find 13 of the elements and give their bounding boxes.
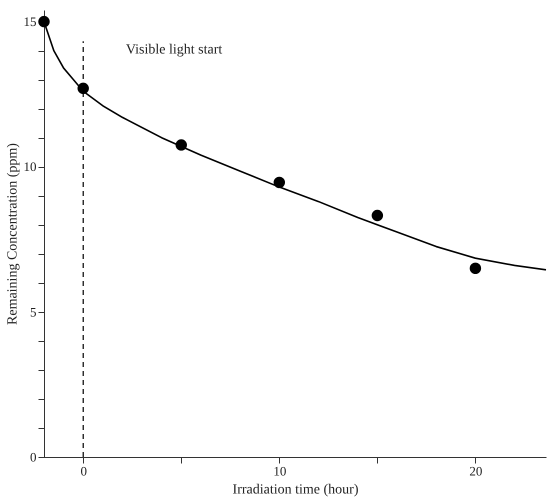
x-tick-label: 20	[469, 464, 482, 478]
y-axis-title: Remaining Concentration (ppm)	[6, 142, 20, 325]
point	[38, 16, 50, 28]
x-tick-label: 10	[273, 464, 286, 478]
ref-line-label: Visible light start	[126, 42, 222, 58]
y-tick-label: 15	[24, 14, 36, 30]
y-tick-label: 0	[30, 450, 36, 464]
point	[372, 210, 384, 222]
point	[470, 262, 482, 274]
x-axis-title: Irradiation time (hour)	[232, 482, 359, 498]
y-tick-label: 10	[24, 159, 36, 174]
y-tick-label: 5	[30, 304, 36, 320]
x-tick-label: 0	[80, 464, 87, 478]
